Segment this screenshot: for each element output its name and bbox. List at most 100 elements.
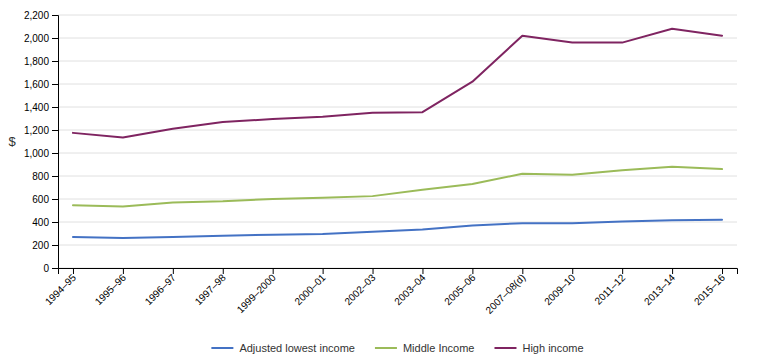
tick-mark [273, 268, 274, 274]
grid-line [58, 199, 737, 200]
legend-item: Middle Income [375, 342, 475, 354]
tick-mark [223, 268, 224, 274]
tick-mark [52, 15, 58, 16]
legend-item: Adjusted lowest income [211, 342, 355, 354]
tick-label: 1997–98 [193, 272, 229, 308]
y-tick: 1,000 [24, 148, 58, 159]
tick-label: 1,200 [24, 125, 49, 136]
y-tick: 1,200 [24, 125, 58, 136]
tick-label: 2007–08(d) [483, 272, 527, 316]
grid-line [58, 61, 737, 62]
legend-label: Middle Income [403, 342, 475, 354]
tick-mark [73, 268, 74, 274]
y-tick: 2,200 [24, 10, 58, 21]
tick-label: 1996–97 [143, 272, 179, 308]
legend-label: High income [522, 342, 583, 354]
x-tick: 2000–01 [292, 268, 328, 307]
y-tick: 0 [43, 263, 58, 274]
tick-mark [52, 176, 58, 177]
grid-line [58, 107, 737, 108]
legend-item: High income [494, 342, 583, 354]
tick-mark [522, 268, 523, 274]
tick-label: 2015–16 [692, 272, 728, 308]
tick-label: 1994–95 [43, 272, 79, 308]
legend-swatch [211, 347, 233, 349]
series-line [73, 220, 722, 238]
tick-label: 0 [43, 263, 49, 274]
tick-mark [622, 268, 623, 274]
y-tick: 200 [32, 240, 58, 251]
grid [58, 15, 737, 268]
tick-label: 2005–06 [442, 272, 478, 308]
x-tick: 2013–14 [642, 268, 678, 307]
tick-mark [52, 153, 58, 154]
tick-mark [52, 38, 58, 39]
tick-mark [52, 199, 58, 200]
tick-mark [173, 268, 174, 274]
tick-mark [52, 61, 58, 62]
tick-label: 1,400 [24, 102, 49, 113]
legend-label: Adjusted lowest income [239, 342, 355, 354]
chart-container: 0 200 400 600 800 1,000 1,200 1,400 1,600 1,800 2,… [0, 0, 757, 360]
tick-label: 1995–96 [93, 272, 129, 308]
x-tick: 2009–10 [542, 268, 578, 307]
tick-mark [722, 268, 723, 274]
series-line [73, 29, 722, 138]
chart-svg: 0 200 400 600 800 1,000 1,200 1,400 1,600 1,800 2,… [0, 0, 757, 360]
plot-area: 0 200 400 600 800 1,000 1,200 1,400 1,600 1,800 2,… [24, 10, 738, 316]
tick-mark [373, 268, 374, 274]
x-tick: 1997–98 [193, 268, 229, 307]
tick-mark [123, 268, 124, 274]
y-tick: 2,000 [24, 33, 58, 44]
series-line [73, 167, 722, 207]
tick-mark [52, 245, 58, 246]
grid-line [58, 245, 737, 246]
tick-label: 1,000 [24, 148, 49, 159]
x-tick: 2015–16 [692, 268, 728, 307]
tick-label: 2013–14 [642, 272, 678, 308]
tick-mark [472, 268, 473, 274]
tick-label: 200 [32, 240, 49, 251]
x-tick: 2011–12 [592, 268, 627, 307]
legend-swatch [494, 347, 516, 349]
axis-line [52, 16, 59, 269]
axis-line [59, 269, 738, 275]
tick-mark [52, 84, 58, 85]
tick-label: 2011–12 [592, 272, 627, 307]
tick-label: 1,600 [24, 79, 49, 90]
y-tick: 600 [32, 194, 58, 205]
x-tick: 2007–08(d) [483, 268, 527, 316]
y-axis-label: $ [8, 134, 16, 149]
y-tick: 1,600 [24, 79, 58, 90]
x-tick: 1999–2000 [235, 268, 278, 315]
tick-label: 600 [32, 194, 49, 205]
grid-line [58, 153, 737, 154]
y-axis: 0 200 400 600 800 1,000 1,200 1,400 1,600 1,800 2,… [24, 10, 59, 274]
tick-mark [672, 268, 673, 274]
tick-label: 2003–04 [392, 272, 428, 308]
y-tick: 1,800 [24, 56, 58, 67]
grid-line [58, 176, 737, 177]
grid-line [58, 15, 737, 16]
legend: Adjusted lowest income Middle Income High … [211, 342, 583, 354]
tick-label: 400 [32, 217, 49, 228]
x-tick: 1994–95 [43, 268, 79, 307]
tick-mark [52, 130, 58, 131]
y-tick: 400 [32, 217, 58, 228]
y-tick: 1,400 [24, 102, 58, 113]
tick-label: 2,000 [24, 33, 49, 44]
lines [73, 29, 722, 238]
tick-mark [52, 222, 58, 223]
x-axis: 1994–95 1995–96 1996–97 1997–981999–2000 200… [43, 268, 738, 316]
tick-label: 1,800 [24, 56, 49, 67]
tick-label: 2002–03 [342, 272, 378, 308]
tick-mark [422, 268, 423, 274]
tick-label: 1999–2000 [235, 272, 278, 315]
tick-mark [52, 107, 58, 108]
tick-label: 2009–10 [542, 272, 578, 308]
tick-mark [323, 268, 324, 274]
tick-label: 2000–01 [292, 272, 328, 308]
tick-label: 800 [32, 171, 49, 182]
x-tick: 1996–97 [143, 268, 179, 307]
y-tick: 800 [32, 171, 58, 182]
